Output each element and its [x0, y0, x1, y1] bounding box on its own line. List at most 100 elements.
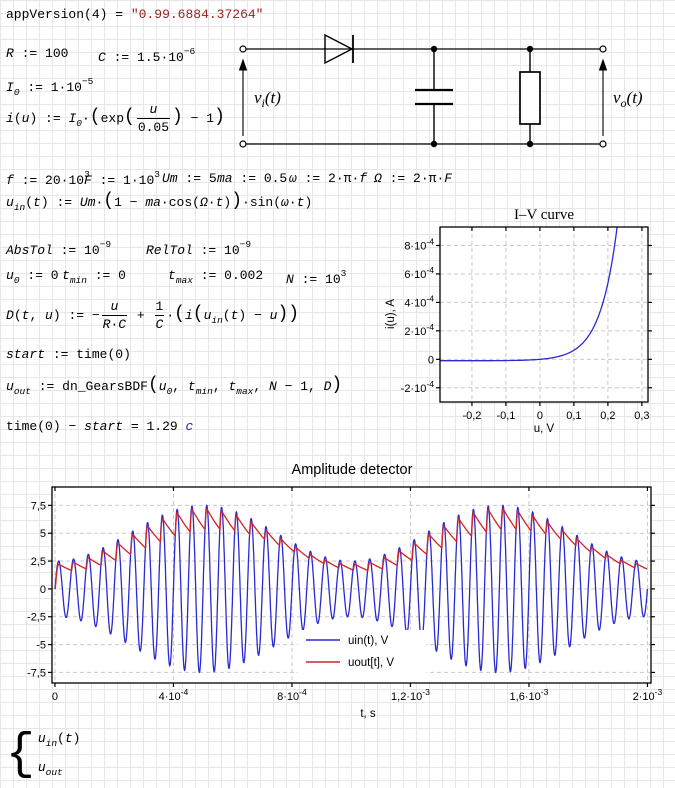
- math-token: (: [124, 107, 135, 127]
- math-token: 10: [168, 50, 184, 65]
- amp-chart[interactable]: 0 4·10-4 8·10-4 1,2·10-3 1,6·10-3 2·10-3 7,5 5 2…: [0, 455, 675, 730]
- math-token: N: [286, 272, 294, 287]
- math-token: :=: [13, 173, 46, 188]
- math-token: π: [343, 171, 352, 186]
- math-token: 10: [224, 243, 240, 258]
- math-token: ·: [60, 173, 69, 188]
- math-token: u: [6, 195, 14, 210]
- math-token: 0.002: [224, 268, 264, 283]
- def-C[interactable]: C := 1.5·10−6: [98, 43, 195, 66]
- math-token: exp: [100, 110, 124, 126]
- def-f[interactable]: f := 20·103: [6, 166, 90, 189]
- y-tick-label: 2,5: [31, 556, 46, 568]
- math-token: out: [45, 767, 63, 778]
- math-token: 10: [325, 272, 341, 287]
- def-omega[interactable]: ω := 2·π·f: [289, 170, 367, 187]
- math-token: ma: [145, 195, 161, 210]
- x-tick-label: 2·10-3: [633, 687, 663, 703]
- def-i[interactable]: i(u) := I0·(exp(u 0.05) − 1): [6, 101, 225, 136]
- math-token: (: [192, 195, 200, 210]
- plot-background: [440, 227, 648, 402]
- math-token: ,: [308, 379, 324, 394]
- math-token: ·: [166, 307, 175, 323]
- y-tick-label: 2·10-4: [404, 322, 434, 338]
- math-token: t: [187, 379, 196, 394]
- math-token: :=: [192, 268, 225, 283]
- diode-icon: [324, 33, 354, 65]
- math-token: (: [13, 110, 22, 126]
- math-token: ·: [81, 110, 90, 126]
- math-token: sin: [249, 195, 274, 210]
- iv-chart[interactable]: -0,2 -0,1 0 0,1 0,2 0,3 8·10-4 6·10-4 4·10-4 2·10…: [380, 200, 675, 445]
- math-token: F: [84, 173, 92, 188]
- math-token: 1.29: [146, 419, 178, 434]
- def-F[interactable]: F := 1·103: [84, 166, 160, 189]
- math-token: i: [184, 307, 193, 323]
- vout-label: vo(t): [613, 88, 643, 110]
- math-token: ·: [95, 195, 104, 210]
- circuit-diagram[interactable]: vi(t) vo(t): [232, 28, 672, 152]
- math-token: (: [37, 419, 46, 434]
- math-token: (: [89, 107, 101, 127]
- def-N[interactable]: N := 103: [286, 265, 346, 288]
- vout-arrow: [598, 58, 608, 136]
- def-u0[interactable]: u0 := 0: [6, 267, 59, 289]
- math-token: C: [118, 317, 127, 332]
- app-version[interactable]: appVersion(4) = "0.99.6884.37264": [6, 6, 263, 23]
- math-token: ·: [207, 195, 216, 210]
- def-I0[interactable]: I0 := 1·10−5: [6, 73, 93, 101]
- math-token: 3: [154, 169, 160, 180]
- def-tmax[interactable]: tmax := 0.002: [168, 267, 263, 289]
- x-axis-label: t, s: [360, 708, 376, 720]
- plot-frame: [51, 486, 652, 684]
- math-token: R: [102, 317, 111, 332]
- math-token: =: [123, 419, 147, 434]
- def-Omega[interactable]: Ω := 2·π·F: [374, 170, 452, 187]
- trace-expression: uin(t): [38, 730, 81, 752]
- def-ma[interactable]: ma := 0.5: [217, 170, 287, 187]
- curve-uin-t-V: [54, 504, 649, 674]
- math-token: :=: [192, 243, 225, 258]
- math-token: ·: [58, 80, 67, 95]
- math-token: u: [110, 299, 119, 314]
- math-token: time: [6, 419, 38, 434]
- def-start[interactable]: start := time(0): [6, 346, 131, 363]
- eval-time[interactable]: time(0) − start = 1.29 c: [6, 418, 193, 435]
- def-tmin[interactable]: tmin := 0: [62, 267, 126, 289]
- math-token: :=: [13, 46, 46, 61]
- def-D[interactable]: D(t, u) := − u R·C + 1 C ·(i(uin(t) − u)): [6, 298, 299, 333]
- resistor-icon: [519, 49, 541, 144]
- math-token: C: [98, 50, 106, 65]
- def-reltol[interactable]: RelTol := 10−9: [146, 236, 251, 259]
- math-token: −5: [81, 76, 94, 87]
- math-token: (: [25, 195, 34, 210]
- math-token: :=: [52, 243, 85, 258]
- def-uout[interactable]: uout := dn_GearsBDF(u0, tmin, tmax, N − …: [6, 376, 342, 400]
- math-token: 2: [328, 171, 336, 186]
- def-R[interactable]: R := 100: [6, 45, 68, 62]
- math-token: ,: [29, 307, 46, 323]
- def-uin[interactable]: uin(t) := Um·(1 − ma·cos(Ω·t))·sin(ω·t): [6, 192, 312, 216]
- math-token: max: [236, 386, 254, 397]
- def-Um[interactable]: Um := 5: [162, 170, 217, 187]
- math-token: 2: [413, 171, 421, 186]
- math-token: u: [6, 268, 14, 283]
- x-tick-label: 0,1: [566, 410, 581, 422]
- def-abstol[interactable]: AbsTol := 10−9: [6, 236, 111, 259]
- chart-title: Amplitude detector: [292, 462, 413, 478]
- math-token: 10: [66, 80, 82, 95]
- math-token: u: [158, 379, 167, 394]
- math-token: u: [203, 307, 212, 323]
- math-token: I: [68, 110, 77, 126]
- math-token: Ω: [199, 195, 208, 210]
- math-token: u: [6, 379, 14, 394]
- math-token: ): [172, 107, 183, 127]
- math-token: :=: [381, 171, 414, 186]
- plot-traces[interactable]: {uin(t) uout: [6, 730, 80, 781]
- math-token: in: [45, 738, 58, 749]
- math-token: D: [6, 307, 14, 323]
- math-token: 1: [300, 379, 308, 394]
- math-token: −9: [239, 239, 252, 250]
- math-token: RelTol: [146, 243, 193, 258]
